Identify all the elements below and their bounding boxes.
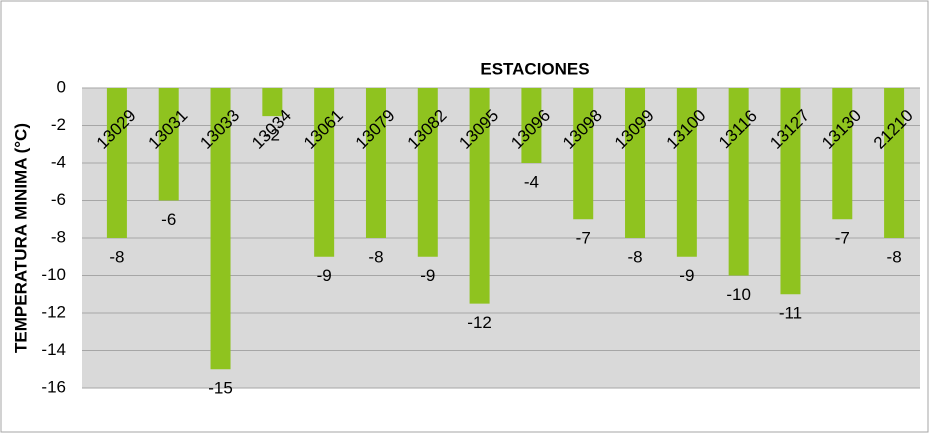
data-label: -4: [524, 172, 539, 191]
y-tick-label: -6: [51, 190, 66, 209]
data-label: -6: [161, 210, 176, 229]
data-label: -8: [887, 247, 902, 266]
data-label: -8: [368, 247, 383, 266]
bar: [210, 88, 231, 370]
data-label: -7: [835, 229, 850, 248]
data-label: -8: [109, 247, 124, 266]
data-label: -12: [467, 313, 492, 332]
data-label: -15: [208, 379, 233, 398]
bar: [314, 88, 335, 257]
y-tick-label: -8: [51, 227, 66, 246]
data-label: -10: [726, 285, 751, 304]
bar: [106, 88, 127, 238]
bar: [832, 88, 853, 220]
bar: [676, 88, 697, 257]
y-tick-label: -10: [41, 265, 66, 284]
y-tick-label: -14: [41, 340, 66, 359]
bar: [262, 88, 283, 117]
y-tick-label: 0: [57, 77, 66, 96]
data-label: -9: [679, 266, 694, 285]
chart-title: ESTACIONES: [480, 59, 589, 78]
bar: [469, 88, 490, 304]
bar: [365, 88, 386, 238]
y-tick-label: -12: [41, 302, 66, 321]
bar: [417, 88, 438, 257]
data-label: -9: [420, 266, 435, 285]
bar: [158, 88, 179, 201]
bar: [625, 88, 646, 238]
bar: [573, 88, 594, 220]
y-tick-label: -2: [51, 115, 66, 134]
bar: [884, 88, 905, 238]
data-label: -7: [576, 229, 591, 248]
bar: [521, 88, 542, 163]
y-tick-label: -4: [51, 152, 66, 171]
bar: [728, 88, 749, 276]
bar: [780, 88, 801, 295]
data-label: -9: [317, 266, 332, 285]
y-axis-title: TEMPERATURA MINIMA (°C): [11, 123, 30, 353]
y-tick-label: -16: [41, 377, 66, 396]
data-label: -11: [779, 304, 802, 323]
data-label: -2: [265, 126, 280, 145]
data-label: -8: [627, 247, 642, 266]
